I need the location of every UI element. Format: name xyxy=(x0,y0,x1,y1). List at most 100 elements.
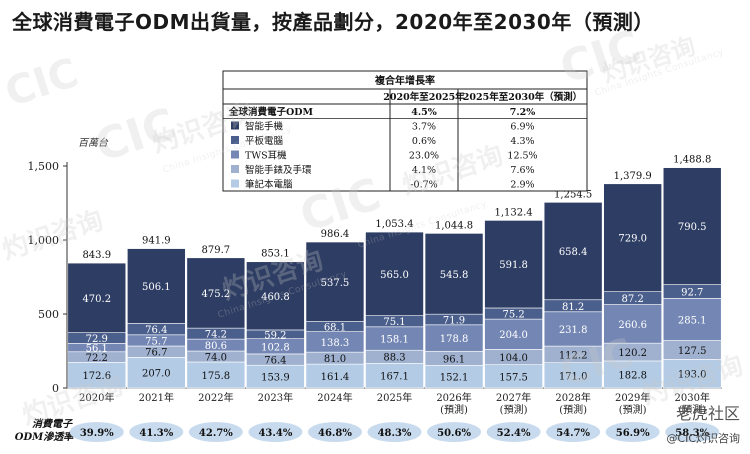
penetration-value: 48.3% xyxy=(378,428,412,439)
cagr-row-label: TWS耳機 xyxy=(245,150,287,162)
cagr-value: 4.5% xyxy=(411,107,437,118)
x-tick-label: 2028年 xyxy=(555,391,590,404)
x-tick-label: 2026年 xyxy=(436,391,471,404)
bar-value-label: 120.2 xyxy=(618,348,647,359)
bar-value-label: 167.1 xyxy=(380,372,409,383)
y-tick-label: 1,000 xyxy=(28,234,60,247)
bar-value-label: 75.7 xyxy=(145,336,167,347)
penetration-value: 50.6% xyxy=(437,428,471,439)
penetration-value: 41.3% xyxy=(139,428,173,439)
bar-segment-smartphone xyxy=(246,261,305,331)
x-tick-label: (預測) xyxy=(559,403,587,416)
penetration-value: 52.4% xyxy=(497,428,531,439)
bar-value-label: 591.8 xyxy=(499,260,528,271)
bar-value-label: 153.9 xyxy=(261,373,290,384)
bar-value-label: 161.4 xyxy=(321,372,350,383)
penetration-label-line1: 消費電子 xyxy=(32,418,73,430)
penetration-ellipse xyxy=(427,422,482,442)
penetration-ellipse xyxy=(546,422,601,442)
bar-segment-laptop xyxy=(365,362,424,389)
bar-value-label: 127.5 xyxy=(678,346,707,357)
penetration-ellipse xyxy=(665,422,720,442)
bar-value-label: 88.3 xyxy=(383,353,405,364)
cagr-value: 0.6% xyxy=(412,136,436,147)
bar-value-label: 72.9 xyxy=(86,334,108,345)
cagr-row-label: 智能手機 xyxy=(245,121,284,133)
cagr-row-label: 智能手錶及手環 xyxy=(245,164,312,176)
legend-swatch-smartphone xyxy=(231,121,239,130)
penetration-value: 56.9% xyxy=(616,428,650,439)
bar-total-label: 1,254.5 xyxy=(554,189,592,200)
bar-value-label: 537.5 xyxy=(321,278,350,289)
bar-segment-tws xyxy=(484,318,543,350)
cagr-header: 2020年至2025年 xyxy=(383,91,465,103)
x-tick-label: 2021年 xyxy=(139,391,174,404)
x-tick-label: 2025年 xyxy=(377,391,412,404)
bar-value-label: 81.0 xyxy=(324,354,346,365)
penetration-ellipse xyxy=(367,422,422,442)
bar-value-label: 74.0 xyxy=(205,353,227,364)
bar-total-label: 941.9 xyxy=(142,236,171,247)
bar-value-label: 175.8 xyxy=(202,371,231,382)
bar-segment-smartphone xyxy=(67,262,127,333)
bar-value-label: 96.1 xyxy=(443,354,465,365)
bar-total-label: 1,044.8 xyxy=(435,220,473,231)
bar-value-label: 182.8 xyxy=(618,370,647,381)
cagr-table-title: 複合年增長率 xyxy=(374,74,435,87)
bar-value-label: 193.0 xyxy=(678,370,707,381)
x-tick-label: (預測) xyxy=(619,403,647,416)
bar-segment-tws xyxy=(662,298,722,341)
bar-value-label: 658.4 xyxy=(559,247,588,258)
bar-value-label: 204.0 xyxy=(499,330,528,341)
bar-segment-smartphone xyxy=(424,233,484,315)
bar-value-label: 475.2 xyxy=(202,289,231,300)
bar-segment-smartphone xyxy=(603,183,662,292)
bar-total-label: 986.4 xyxy=(321,229,350,240)
bar-value-label: 76.4 xyxy=(145,325,167,336)
cagr-value: 23.0% xyxy=(409,151,439,162)
penetration-ellipse xyxy=(188,422,243,442)
x-tick-label: 2029年 xyxy=(615,391,650,404)
bar-value-label: 76.7 xyxy=(145,348,167,359)
cagr-value: 7.2% xyxy=(510,107,536,118)
bar-value-label: 285.1 xyxy=(678,315,707,326)
bar-value-label: 172.6 xyxy=(82,371,111,382)
bar-value-label: 112.2 xyxy=(559,350,588,361)
y-unit-label: 百萬台 xyxy=(78,137,109,149)
penetration-ellipse xyxy=(307,422,362,442)
cagr-row-label: 筆記本電腦 xyxy=(245,179,293,191)
penetration-ellipse xyxy=(486,422,541,442)
bar-segment-laptop xyxy=(186,361,246,389)
cagr-table xyxy=(222,70,588,192)
cagr-value: 12.5% xyxy=(507,151,537,162)
penetration-value: 54.7% xyxy=(556,428,590,439)
penetration-value: 39.9% xyxy=(80,428,114,439)
bar-segment-tws xyxy=(424,324,484,352)
bar-value-label: 158.1 xyxy=(380,335,409,346)
cagr-value: -0.7% xyxy=(410,180,437,191)
bar-value-label: 157.5 xyxy=(499,372,528,383)
y-tick-label: 1,500 xyxy=(28,160,60,173)
y-tick-label: 0 xyxy=(52,382,59,395)
bar-value-label: 138.3 xyxy=(321,338,350,349)
bar-value-label: 178.8 xyxy=(440,334,469,345)
bar-value-label: 207.0 xyxy=(142,369,171,380)
bar-value-label: 59.2 xyxy=(264,330,286,341)
penetration-ellipse xyxy=(129,422,184,442)
penetration-value: 58.3% xyxy=(675,428,709,439)
legend-swatch-laptop xyxy=(231,179,239,188)
x-tick-label: 2022年 xyxy=(198,391,233,404)
legend-swatch-tablet xyxy=(231,136,239,144)
bar-value-label: 460.8 xyxy=(261,292,290,303)
bar-value-label: 74.2 xyxy=(205,330,227,341)
bar-segment-smartphone xyxy=(305,241,365,322)
bar-segment-tws xyxy=(603,304,662,344)
cagr-row-label: 全球消費電子ODM xyxy=(228,106,314,118)
footer-brand: 老虎社区 xyxy=(675,404,740,423)
bar-segment-tws xyxy=(543,311,603,347)
x-tick-label: (預測) xyxy=(500,403,528,416)
bar-value-label: 152.1 xyxy=(440,373,469,384)
bar-value-label: 87.2 xyxy=(622,294,644,305)
bar-segment-laptop xyxy=(543,362,603,389)
bar-value-label: 71.9 xyxy=(443,315,465,326)
